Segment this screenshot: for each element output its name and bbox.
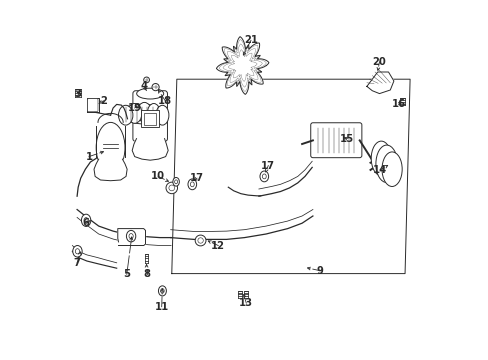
Ellipse shape [81, 214, 91, 226]
FancyBboxPatch shape [144, 113, 156, 125]
Polygon shape [118, 229, 145, 246]
Ellipse shape [158, 286, 166, 296]
Circle shape [152, 84, 159, 91]
Ellipse shape [147, 104, 160, 123]
Text: 10: 10 [151, 171, 165, 181]
Polygon shape [87, 98, 99, 112]
Text: 15: 15 [339, 134, 353, 144]
Ellipse shape [137, 102, 151, 122]
Text: 12: 12 [211, 240, 225, 251]
Polygon shape [216, 37, 268, 94]
Text: 13: 13 [239, 298, 253, 308]
Ellipse shape [381, 152, 401, 186]
Text: 14: 14 [372, 165, 386, 175]
Text: 17: 17 [190, 173, 203, 183]
Polygon shape [121, 104, 164, 124]
Text: 6: 6 [82, 218, 89, 228]
Text: 18: 18 [158, 96, 172, 106]
FancyBboxPatch shape [87, 99, 98, 112]
Ellipse shape [260, 171, 268, 182]
Text: 2: 2 [100, 96, 106, 106]
Polygon shape [94, 159, 127, 181]
Ellipse shape [118, 105, 133, 125]
FancyBboxPatch shape [133, 91, 167, 141]
Text: 19: 19 [127, 103, 142, 113]
Ellipse shape [137, 88, 163, 99]
FancyBboxPatch shape [141, 110, 159, 127]
Ellipse shape [172, 177, 179, 186]
Ellipse shape [126, 230, 136, 242]
Ellipse shape [375, 145, 397, 183]
Ellipse shape [370, 141, 390, 176]
Ellipse shape [127, 104, 142, 123]
Polygon shape [366, 72, 393, 94]
Text: 20: 20 [372, 57, 386, 67]
Text: 3: 3 [75, 89, 81, 99]
Text: 4: 4 [140, 81, 147, 91]
Text: 17: 17 [261, 161, 275, 171]
Ellipse shape [73, 246, 82, 257]
Text: 8: 8 [143, 269, 150, 279]
Circle shape [195, 235, 205, 246]
Circle shape [143, 77, 149, 83]
Text: 11: 11 [154, 302, 168, 312]
Text: 7: 7 [74, 258, 81, 268]
Text: 5: 5 [123, 269, 130, 279]
FancyBboxPatch shape [310, 123, 361, 158]
Polygon shape [132, 139, 168, 160]
Circle shape [166, 182, 177, 194]
Text: 1: 1 [85, 152, 92, 162]
Ellipse shape [187, 179, 196, 190]
Text: 16: 16 [391, 99, 405, 109]
Text: 9: 9 [316, 266, 323, 276]
Ellipse shape [96, 122, 125, 173]
Text: 21: 21 [244, 35, 258, 45]
Ellipse shape [156, 105, 168, 125]
